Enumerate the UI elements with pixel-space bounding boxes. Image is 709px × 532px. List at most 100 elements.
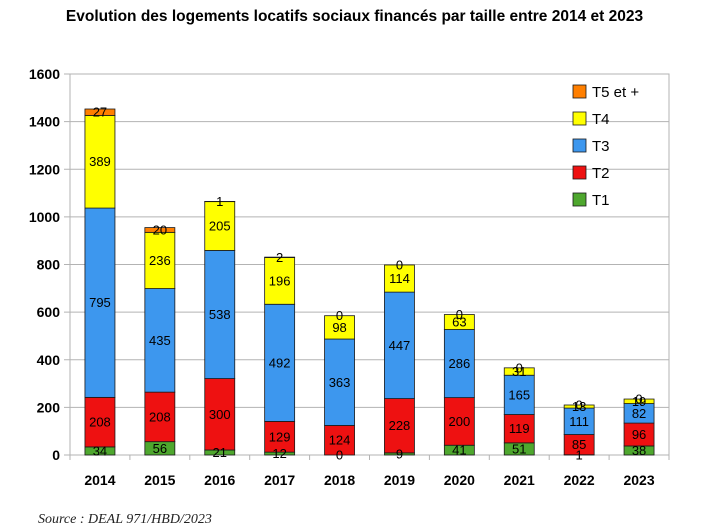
bar-segment (384, 291, 415, 399)
data-label: 389 (89, 154, 111, 169)
data-label: 205 (209, 219, 231, 234)
bar-series (84, 108, 655, 456)
bar-segment (384, 264, 415, 293)
bar-segment (503, 367, 535, 376)
bar-segment (563, 407, 595, 435)
x-tick-label: 2018 (324, 472, 355, 488)
legend-label: T4 (592, 111, 610, 128)
y-tick-label: 400 (37, 352, 61, 368)
bar-segment (324, 338, 355, 426)
bar-segment (144, 231, 176, 289)
data-label: 435 (149, 333, 171, 348)
y-tick-label: 0 (52, 447, 60, 463)
bar-segment (144, 288, 176, 393)
data-label: 41 (452, 443, 466, 458)
y-axis: 0 200 400 600 800 1000 1200 1400 1600 (29, 66, 60, 463)
data-label: 56 (153, 441, 167, 456)
data-label: 196 (269, 273, 291, 288)
data-labels: 3420879538927562084352362021300538205112… (89, 105, 646, 463)
chart-title: Evolution des logements locatifs sociaux… (65, 8, 644, 25)
bar-segment (324, 425, 355, 456)
x-tick-label: 2020 (444, 472, 475, 488)
gridlines (64, 73, 670, 456)
bar-segment (623, 398, 655, 404)
x-tick-label: 2022 (564, 472, 595, 488)
x-axis: 2014 2015 2016 2017 2018 2019 2020 2021 2022 2023 (69, 455, 670, 488)
bar-segment (443, 329, 475, 399)
y-tick-label: 1600 (29, 66, 60, 82)
y-tick-label: 600 (37, 304, 61, 320)
data-label: 0 (456, 307, 463, 322)
data-label: 492 (269, 355, 291, 370)
data-label: 228 (389, 418, 411, 433)
x-tick-label: 2017 (264, 472, 295, 488)
legend-swatch (572, 84, 587, 99)
bar-segment (204, 250, 236, 379)
data-label: 0 (635, 392, 642, 407)
data-label: 0 (576, 397, 583, 412)
bar-segment (204, 378, 236, 451)
bar-segment (443, 397, 475, 446)
bar-segment (264, 303, 296, 422)
y-tick-label: 800 (37, 257, 61, 273)
data-label: 13 (572, 399, 586, 414)
data-label: 129 (269, 429, 291, 444)
data-label: 300 (209, 407, 231, 422)
legend-swatch (572, 138, 587, 153)
y-tick-label: 1000 (29, 209, 60, 225)
data-label: 114 (389, 271, 410, 286)
data-label: 0 (516, 360, 523, 375)
source-note: Source : DEAL 971/HBD/2023 (38, 512, 212, 527)
data-label: 96 (632, 427, 646, 442)
bar-segment (144, 227, 176, 233)
data-label: 82 (632, 406, 646, 421)
x-tick-label: 2016 (204, 472, 235, 488)
y-tick-label: 1200 (29, 161, 60, 177)
bar-segment (264, 257, 296, 305)
data-label: 0 (396, 257, 403, 272)
data-label: 38 (632, 443, 646, 458)
legend-swatch (572, 192, 587, 207)
data-label: 208 (149, 409, 171, 424)
legend: T5 et + T4 T3 T2 T1 (572, 84, 639, 209)
bar-segment (503, 414, 535, 444)
x-tick-label: 2015 (144, 472, 175, 488)
data-label: 236 (149, 253, 171, 268)
data-label: 447 (389, 338, 411, 353)
data-label: 20 (153, 222, 167, 237)
bar-segment (563, 404, 595, 409)
bar-segment (503, 374, 535, 415)
legend-label: T5 et + (592, 84, 639, 101)
data-label: 538 (209, 307, 231, 322)
data-label: 795 (89, 295, 111, 310)
data-label: 85 (572, 437, 586, 452)
data-label: 19 (632, 394, 646, 409)
x-tick-label: 2021 (504, 472, 535, 488)
legend-label: T3 (592, 138, 610, 155)
data-label: 9 (396, 446, 403, 461)
data-label: 21 (213, 445, 227, 460)
data-label: 63 (452, 315, 466, 330)
x-tick-label: 2023 (623, 472, 654, 488)
data-label: 98 (332, 320, 346, 335)
data-label: 286 (448, 356, 470, 371)
data-label: 51 (512, 441, 526, 456)
data-label: 111 (569, 414, 589, 429)
legend-label: T1 (592, 192, 610, 209)
bar-segment (84, 108, 116, 116)
data-label: 2 (276, 250, 283, 265)
bar-segment (144, 391, 176, 443)
y-tick-label: 1400 (29, 114, 60, 130)
data-label: 200 (448, 414, 470, 429)
data-label: 363 (329, 375, 351, 390)
legend-label: T2 (592, 165, 610, 182)
bar-segment (384, 398, 415, 454)
data-label: 27 (93, 105, 107, 120)
data-label: 0 (336, 448, 343, 463)
legend-swatch (572, 165, 587, 180)
data-label: 124 (329, 433, 351, 448)
data-label: 165 (508, 387, 530, 402)
data-label: 119 (509, 421, 530, 436)
data-label: 208 (89, 415, 111, 430)
